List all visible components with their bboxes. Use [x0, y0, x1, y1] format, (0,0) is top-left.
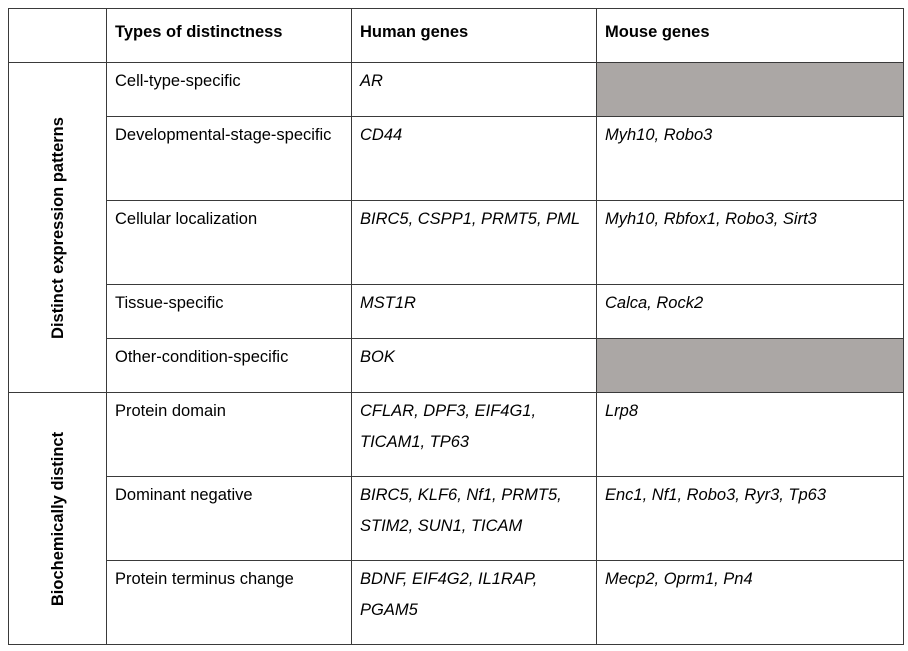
type-cell: Protein domain — [106, 392, 352, 477]
mouse-genes-cell: Enc1, Nf1, Robo3, Ryr3, Tp63 — [596, 476, 904, 561]
type-cell: Developmental-stage-specific — [106, 116, 352, 201]
type-cell: Cellular localization — [106, 200, 352, 285]
group-label-cell: Distinct expression patterns — [8, 62, 107, 393]
corner-header — [8, 8, 107, 63]
human-genes-cell: MST1R — [351, 284, 597, 339]
table-row: Biochemically distinct Protein domain CF… — [8, 392, 904, 645]
type-cell: Cell-type-specific — [106, 62, 352, 117]
table-row: Developmental-stage-specific CD44 Myh10,… — [9, 116, 904, 201]
mouse-genes-cell: Lrp8 — [596, 392, 904, 477]
table-row: Tissue-specific MST1R Calca, Rock2 — [9, 284, 904, 339]
mouse-genes-cell: Mecp2, Oprm1, Pn4 — [596, 560, 904, 645]
type-cell: Tissue-specific — [106, 284, 352, 339]
type-cell: Protein terminus change — [106, 560, 352, 645]
human-genes-cell: CD44 — [351, 116, 597, 201]
human-genes-cell: BOK — [351, 338, 597, 393]
types-header: Types of distinctness — [106, 8, 352, 63]
table-row: Distinct expression patterns Cell-type-s… — [8, 62, 904, 393]
table-row: Protein terminus change BDNF, EIF4G2, IL… — [9, 560, 904, 645]
table-row: Other-condition-specific BOK — [9, 338, 904, 393]
mouse-genes-cell-empty — [596, 338, 904, 393]
human-genes-header: Human genes — [351, 8, 597, 63]
human-genes-cell: BIRC5, KLF6, Nf1, PRMT5, STIM2, SUN1, TI… — [351, 476, 597, 561]
human-genes-cell: BDNF, EIF4G2, IL1RAP, PGAM5 — [351, 560, 597, 645]
table-row: Cellular localization BIRC5, CSPP1, PRMT… — [9, 200, 904, 285]
mouse-genes-cell: Myh10, Robo3 — [596, 116, 904, 201]
group-label-cell: Biochemically distinct — [8, 392, 107, 645]
human-genes-cell: CFLAR, DPF3, EIF4G1, TICAM1, TP63 — [351, 392, 597, 477]
type-cell: Other-condition-specific — [106, 338, 352, 393]
mouse-genes-header: Mouse genes — [596, 8, 904, 63]
group-label: Biochemically distinct — [48, 431, 67, 606]
mouse-genes-cell: Calca, Rock2 — [596, 284, 904, 339]
type-cell: Dominant negative — [106, 476, 352, 561]
mouse-genes-cell-empty — [596, 62, 904, 117]
human-genes-cell: BIRC5, CSPP1, PRMT5, PML — [351, 200, 597, 285]
table-row: Dominant negative BIRC5, KLF6, Nf1, PRMT… — [9, 476, 904, 561]
mouse-genes-cell: Myh10, Rbfox1, Robo3, Sirt3 — [596, 200, 904, 285]
gene-distinctness-table: Types of distinctness Human genes Mouse … — [8, 8, 904, 645]
human-genes-cell: AR — [351, 62, 597, 117]
group-label: Distinct expression patterns — [48, 116, 67, 339]
